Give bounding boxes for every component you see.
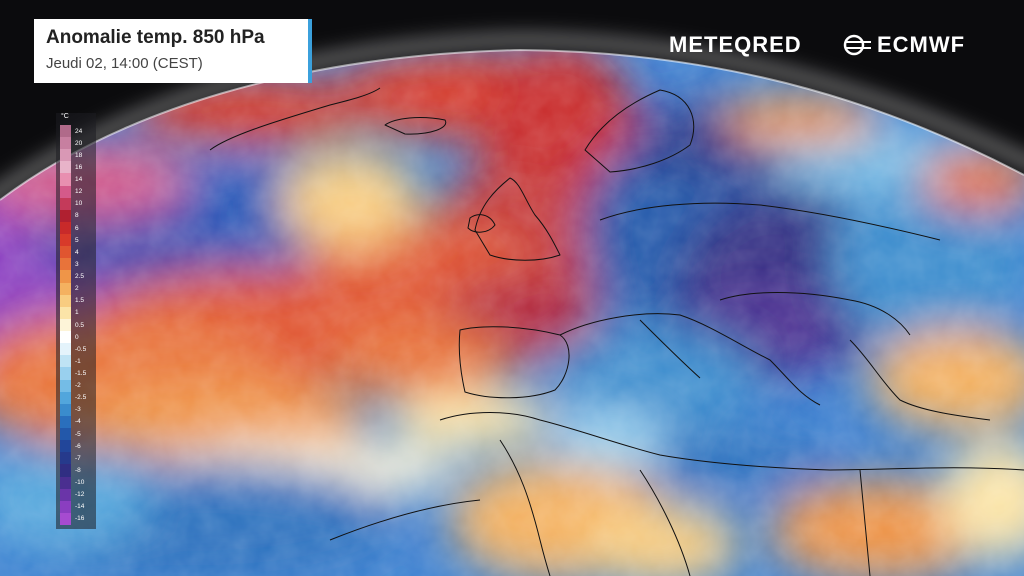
ecmwf-emblem-icon <box>843 34 871 56</box>
legend-swatch <box>60 185 71 199</box>
legend-tick-label: 8 <box>75 212 79 220</box>
map-subtitle: Jeudi 02, 14:00 (CEST) <box>46 55 203 72</box>
map-title: Anomalie temp. 850 hPa <box>46 27 265 48</box>
legend-swatch <box>60 379 71 393</box>
legend-tick-label: 2 <box>75 285 79 293</box>
legend-tick-label: 4 <box>75 248 79 256</box>
legend-tick-label: -5 <box>75 430 81 438</box>
legend-swatch <box>60 306 71 320</box>
legend-tick-label: -14 <box>75 503 85 511</box>
legend-swatch <box>60 440 71 453</box>
legend-tick-label: 3 <box>75 260 79 268</box>
legend-tick-label: 16 <box>75 163 83 171</box>
legend-tick-label: 0 <box>75 333 79 341</box>
legend-swatch <box>60 161 71 174</box>
legend-unit: °C <box>61 113 69 120</box>
legend-swatch <box>60 464 71 477</box>
legend-swatch <box>60 488 71 502</box>
ecmwf-logo: ECMWF <box>843 32 965 58</box>
legend-tick-label: 18 <box>75 151 83 159</box>
legend-tick-label: 1 <box>75 309 79 317</box>
legend-swatch <box>60 221 71 235</box>
legend-tick-label: -1 <box>75 357 81 365</box>
legend-swatch <box>60 500 71 514</box>
legend-swatch <box>60 234 71 247</box>
legend-swatch <box>60 270 71 284</box>
legend-tick-labels: 24 20 18 16 14 12 10 8 6 5 4 3 2.5 2 1.5 1 0.5 0 -0.5 -1 -1.… <box>75 125 95 525</box>
legend-tick-label: 14 <box>75 176 83 184</box>
ecmwf-text: ECMWF <box>877 32 966 57</box>
legend-swatch <box>60 476 71 490</box>
legend-swatch <box>60 173 71 187</box>
legend-tick-label: 12 <box>75 188 83 196</box>
legend-tick-label: 24 <box>75 127 83 135</box>
legend-color-bar <box>60 125 71 526</box>
legend-swatch <box>60 331 71 344</box>
legend-swatch <box>60 294 71 308</box>
legend-tick-label: 5 <box>75 236 79 244</box>
color-legend: °C 24 20 18 16 14 12 10 8 6 5 4 3 2.5 2 1.5 1 0.5 0 -0.5 -1… <box>56 113 96 529</box>
legend-swatch <box>60 137 71 150</box>
legend-tick-label: 2.5 <box>75 273 85 280</box>
legend-tick-label: 20 <box>75 139 83 147</box>
legend-swatch <box>60 258 71 271</box>
legend-tick-label: -0.5 <box>75 345 87 353</box>
legend-tick-label: -3 <box>75 406 81 414</box>
legend-tick-label: -2.5 <box>75 394 87 402</box>
legend-swatch <box>60 246 71 259</box>
legend-tick-label: 6 <box>75 224 79 232</box>
legend-swatch <box>60 209 71 223</box>
legend-tick-label: -6 <box>75 442 81 450</box>
legend-swatch <box>60 282 71 296</box>
meteored-logo: METEQRED <box>669 32 802 57</box>
legend-swatch <box>60 125 71 138</box>
legend-swatch <box>60 197 71 211</box>
legend-tick-label: -1.5 <box>75 369 87 377</box>
legend-tick-label: 1.5 <box>75 297 85 305</box>
legend-swatch <box>60 343 71 356</box>
legend-tick-label: -4 <box>75 418 81 426</box>
legend-tick-label: -12 <box>75 491 85 499</box>
legend-tick-label: -7 <box>75 454 81 462</box>
map-title-box: Anomalie temp. 850 hPa Jeudi 02, 14:00 (… <box>34 19 312 83</box>
legend-swatch <box>60 367 71 381</box>
legend-swatch <box>60 415 71 429</box>
legend-swatch <box>60 318 71 332</box>
legend-swatch <box>60 403 71 417</box>
legend-tick-label: -16 <box>75 515 85 523</box>
legend-swatch <box>60 355 71 368</box>
legend-tick-label: 0.5 <box>75 321 85 329</box>
legend-tick-label: 10 <box>75 200 83 208</box>
legend-swatch <box>60 391 71 405</box>
legend-tick-label: -8 <box>75 466 81 474</box>
legend-tick-label: -2 <box>75 382 81 390</box>
legend-swatch <box>60 149 71 162</box>
coastlines <box>209 87 1024 576</box>
legend-swatch <box>60 428 71 441</box>
legend-swatch <box>60 452 71 465</box>
legend-tick-label: -10 <box>75 479 85 487</box>
legend-swatch <box>60 512 71 526</box>
